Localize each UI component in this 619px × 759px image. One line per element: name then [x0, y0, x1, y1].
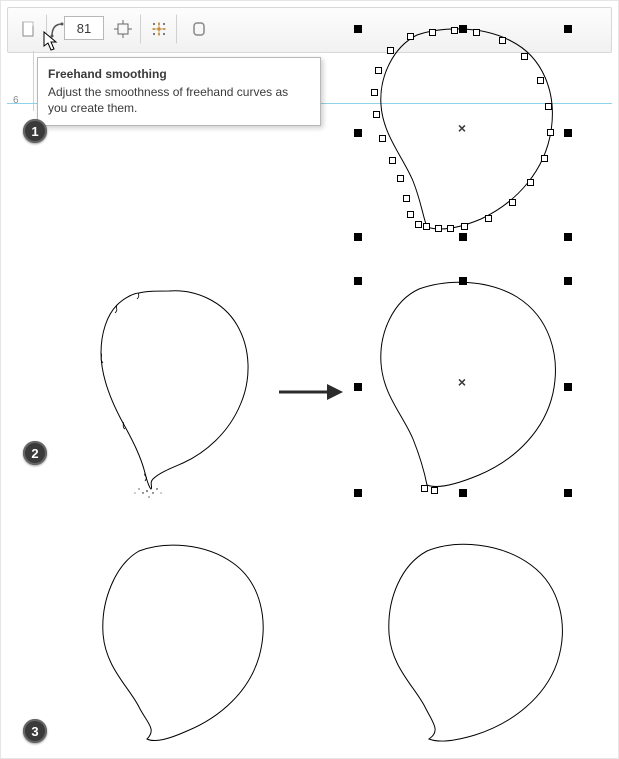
node-marker: [473, 29, 480, 36]
node-marker: [429, 29, 436, 36]
node-marker: [521, 53, 528, 60]
curve-icon: [50, 20, 64, 38]
step-badge-label: 3: [31, 724, 38, 739]
node-marker: [423, 223, 430, 230]
page-icon: [20, 20, 38, 38]
ruler-mark: 6: [13, 95, 19, 106]
node-marker: [431, 487, 438, 494]
node-marker: [407, 211, 414, 218]
node-marker: [451, 27, 458, 34]
tooltip-title: Freehand smoothing: [48, 66, 310, 82]
snap-button[interactable]: [144, 14, 174, 44]
smoothing-value: 81: [77, 21, 91, 36]
node-marker: [421, 485, 428, 492]
paisley-plain-right: [371, 541, 571, 751]
smoothing-value-input[interactable]: 81: [64, 16, 104, 40]
crosshair-icon: [114, 20, 132, 38]
node-marker: [389, 157, 396, 164]
node-marker: [397, 175, 404, 182]
node-marker: [379, 135, 386, 142]
node-marker: [485, 215, 492, 222]
bounding-box-button[interactable]: [108, 14, 138, 44]
step-badge-1: 1: [23, 119, 47, 143]
node-marker: [415, 221, 422, 228]
rounded-rect-icon: [190, 20, 208, 38]
node-marker: [547, 129, 554, 136]
page-tool-button[interactable]: [14, 14, 44, 44]
node-marker: [527, 179, 534, 186]
separator: [176, 14, 178, 44]
node-marker: [371, 89, 378, 96]
node-marker: [375, 67, 382, 74]
node-marker: [541, 155, 548, 162]
step-badge-label: 1: [31, 124, 38, 139]
vertical-ruler-stub: 6: [7, 51, 34, 111]
separator: [140, 14, 142, 44]
paisley-rough: [87, 283, 267, 503]
snap-dots-icon: [150, 20, 168, 38]
paisley-plain-left: [87, 541, 267, 751]
step-badge-2: 2: [23, 441, 47, 465]
node-marker: [435, 225, 442, 232]
node-marker: [537, 77, 544, 84]
tooltip: Freehand smoothing Adjust the smoothness…: [37, 57, 321, 126]
paisley-smooth-selected: [363, 277, 573, 501]
arrow-right-icon: [277, 381, 347, 403]
node-marker: [509, 199, 516, 206]
quick-customize-button[interactable]: [184, 14, 214, 44]
step-badge-3: 3: [23, 719, 47, 743]
node-marker: [499, 37, 506, 44]
paisley-with-nodes: [361, 23, 571, 243]
node-marker: [545, 103, 552, 110]
node-marker: [447, 225, 454, 232]
node-marker: [403, 195, 410, 202]
node-marker: [373, 111, 380, 118]
node-marker: [407, 33, 414, 40]
tutorial-figure: 81 6: [0, 0, 619, 759]
step-badge-label: 2: [31, 446, 38, 461]
node-marker: [461, 223, 468, 230]
node-marker: [387, 47, 394, 54]
tooltip-body: Adjust the smoothness of freehand curves…: [48, 84, 310, 116]
